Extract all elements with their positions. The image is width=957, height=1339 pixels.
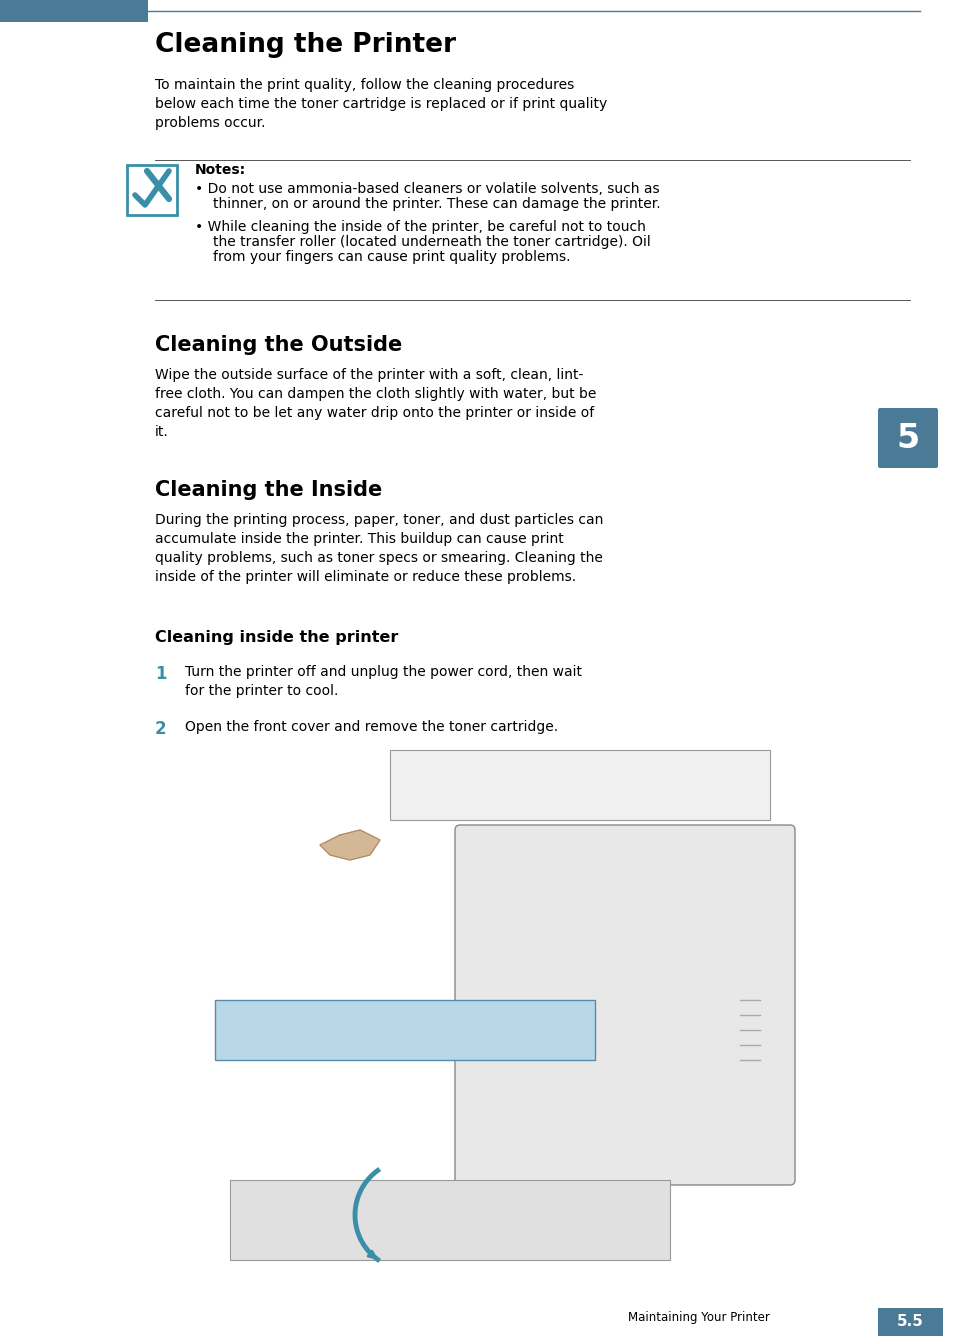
Text: Cleaning inside the printer: Cleaning inside the printer: [155, 631, 398, 645]
Text: Maintaining Your Printer: Maintaining Your Printer: [628, 1311, 770, 1324]
Text: the transfer roller (located underneath the toner cartridge). Oil: the transfer roller (located underneath …: [213, 236, 651, 249]
FancyBboxPatch shape: [215, 1000, 595, 1060]
Text: thinner, on or around the printer. These can damage the printer.: thinner, on or around the printer. These…: [213, 197, 660, 212]
Text: 5.5: 5.5: [897, 1315, 924, 1330]
FancyBboxPatch shape: [0, 0, 148, 21]
Text: from your fingers can cause print quality problems.: from your fingers can cause print qualit…: [213, 250, 570, 264]
FancyBboxPatch shape: [878, 1308, 943, 1336]
Polygon shape: [320, 830, 380, 860]
Text: To maintain the print quality, follow the cleaning procedures
below each time th: To maintain the print quality, follow th…: [155, 78, 608, 130]
FancyBboxPatch shape: [878, 408, 938, 469]
Text: • Do not use ammonia-based cleaners or volatile solvents, such as: • Do not use ammonia-based cleaners or v…: [195, 182, 659, 195]
FancyBboxPatch shape: [230, 1180, 670, 1260]
Text: Cleaning the Printer: Cleaning the Printer: [155, 32, 456, 58]
Text: 5: 5: [897, 422, 920, 454]
FancyBboxPatch shape: [390, 750, 770, 819]
Text: Wipe the outside surface of the printer with a soft, clean, lint-
free cloth. Yo: Wipe the outside surface of the printer …: [155, 368, 596, 439]
Text: Cleaning the Inside: Cleaning the Inside: [155, 479, 382, 499]
Text: During the printing process, paper, toner, and dust particles can
accumulate ins: During the printing process, paper, tone…: [155, 513, 603, 584]
FancyBboxPatch shape: [455, 825, 795, 1185]
Text: Cleaning the Outside: Cleaning the Outside: [155, 335, 402, 355]
Text: 2: 2: [155, 720, 167, 738]
Text: • While cleaning the inside of the printer, be careful not to touch: • While cleaning the inside of the print…: [195, 220, 646, 234]
Text: Open the front cover and remove the toner cartridge.: Open the front cover and remove the tone…: [185, 720, 558, 734]
Text: Notes:: Notes:: [195, 163, 246, 177]
FancyBboxPatch shape: [127, 165, 177, 216]
Text: Turn the printer off and unplug the power cord, then wait
for the printer to coo: Turn the printer off and unplug the powe…: [185, 665, 582, 698]
Text: 1: 1: [155, 665, 167, 683]
